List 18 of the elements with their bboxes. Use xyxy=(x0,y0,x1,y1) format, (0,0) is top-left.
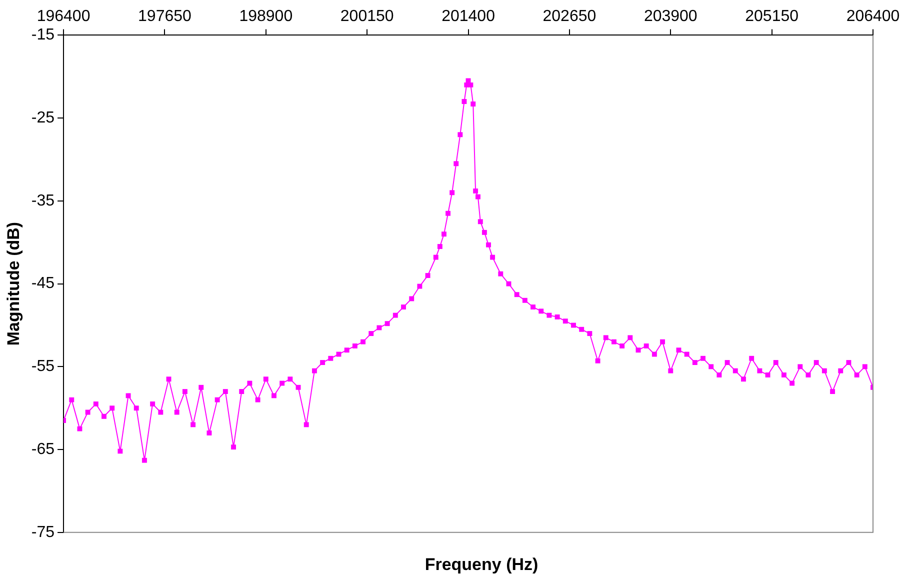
y-tick-label: -65 xyxy=(31,440,55,458)
x-tick-label: 202650 xyxy=(542,8,596,26)
y-tick-label: -15 xyxy=(31,26,55,44)
x-tick-label: 197650 xyxy=(138,8,192,26)
x-tick-label: 198900 xyxy=(239,8,293,26)
x-tick-label: 205150 xyxy=(745,8,799,26)
y-tick-label: -25 xyxy=(31,109,55,126)
x-axis-title: Frequeny (Hz) xyxy=(424,555,540,575)
x-tick-label: 203900 xyxy=(644,8,698,26)
x-tick-label: 196400 xyxy=(36,8,90,26)
x-tick-label: 201400 xyxy=(442,8,496,26)
y-tick-label: -55 xyxy=(31,358,55,376)
y-axis-title: Magnitude (dB) xyxy=(4,222,23,346)
y-tick-label: -35 xyxy=(31,192,55,210)
x-tick-label: 206400 xyxy=(846,8,900,26)
x-tick-label: 200150 xyxy=(340,8,394,26)
y-tick-label: -45 xyxy=(31,275,55,292)
y-tick-label: -75 xyxy=(31,524,55,541)
